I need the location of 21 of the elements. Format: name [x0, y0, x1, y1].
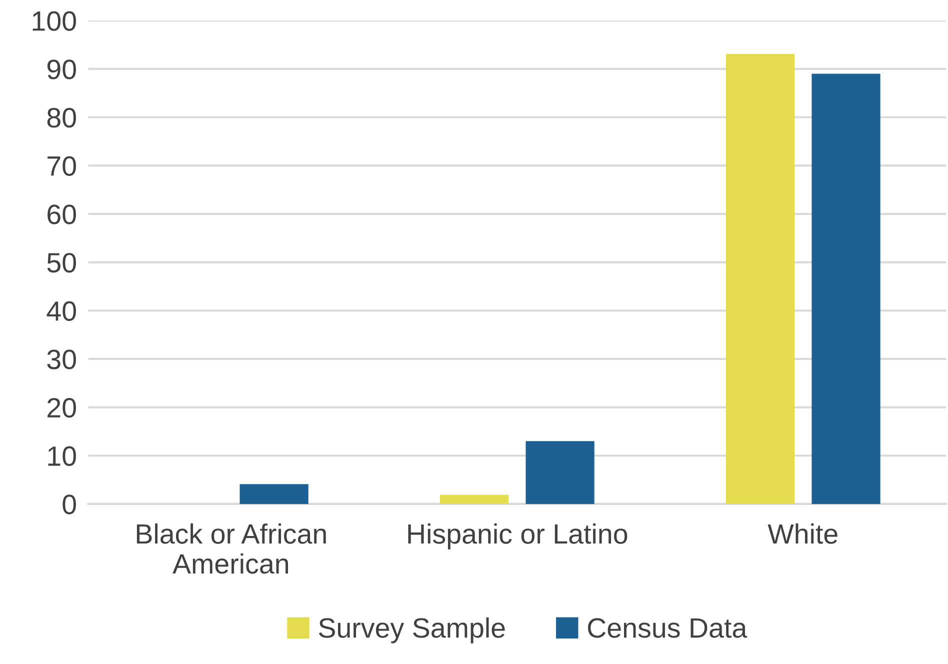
- bar: [526, 441, 594, 504]
- bar: [440, 494, 509, 504]
- x-tick-label: White: [768, 523, 838, 544]
- y-tick-label: 0: [62, 494, 76, 514]
- y-tick-label: 10: [48, 446, 76, 466]
- bar: [812, 74, 880, 504]
- x-tick-label: Hispanic or Latino: [408, 523, 628, 550]
- y-tick-label: 30: [47, 350, 76, 370]
- bar: [726, 54, 795, 504]
- y-tick-label: 20: [48, 398, 76, 418]
- legend-label: Survey Sample: [318, 617, 505, 644]
- y-tick-label: 70: [48, 156, 76, 176]
- y-tick-label: 100: [32, 11, 76, 31]
- y-tick-label: 60: [48, 204, 76, 224]
- y-tick-label: 90: [47, 60, 76, 80]
- y-tick-label: 40: [46, 301, 76, 321]
- x-tick-label: Black or African American: [136, 523, 326, 574]
- bar: [240, 484, 308, 504]
- y-tick-label: 80: [47, 108, 76, 128]
- legend-label: Census Data: [588, 618, 748, 638]
- y-tick-label: 50: [47, 252, 76, 273]
